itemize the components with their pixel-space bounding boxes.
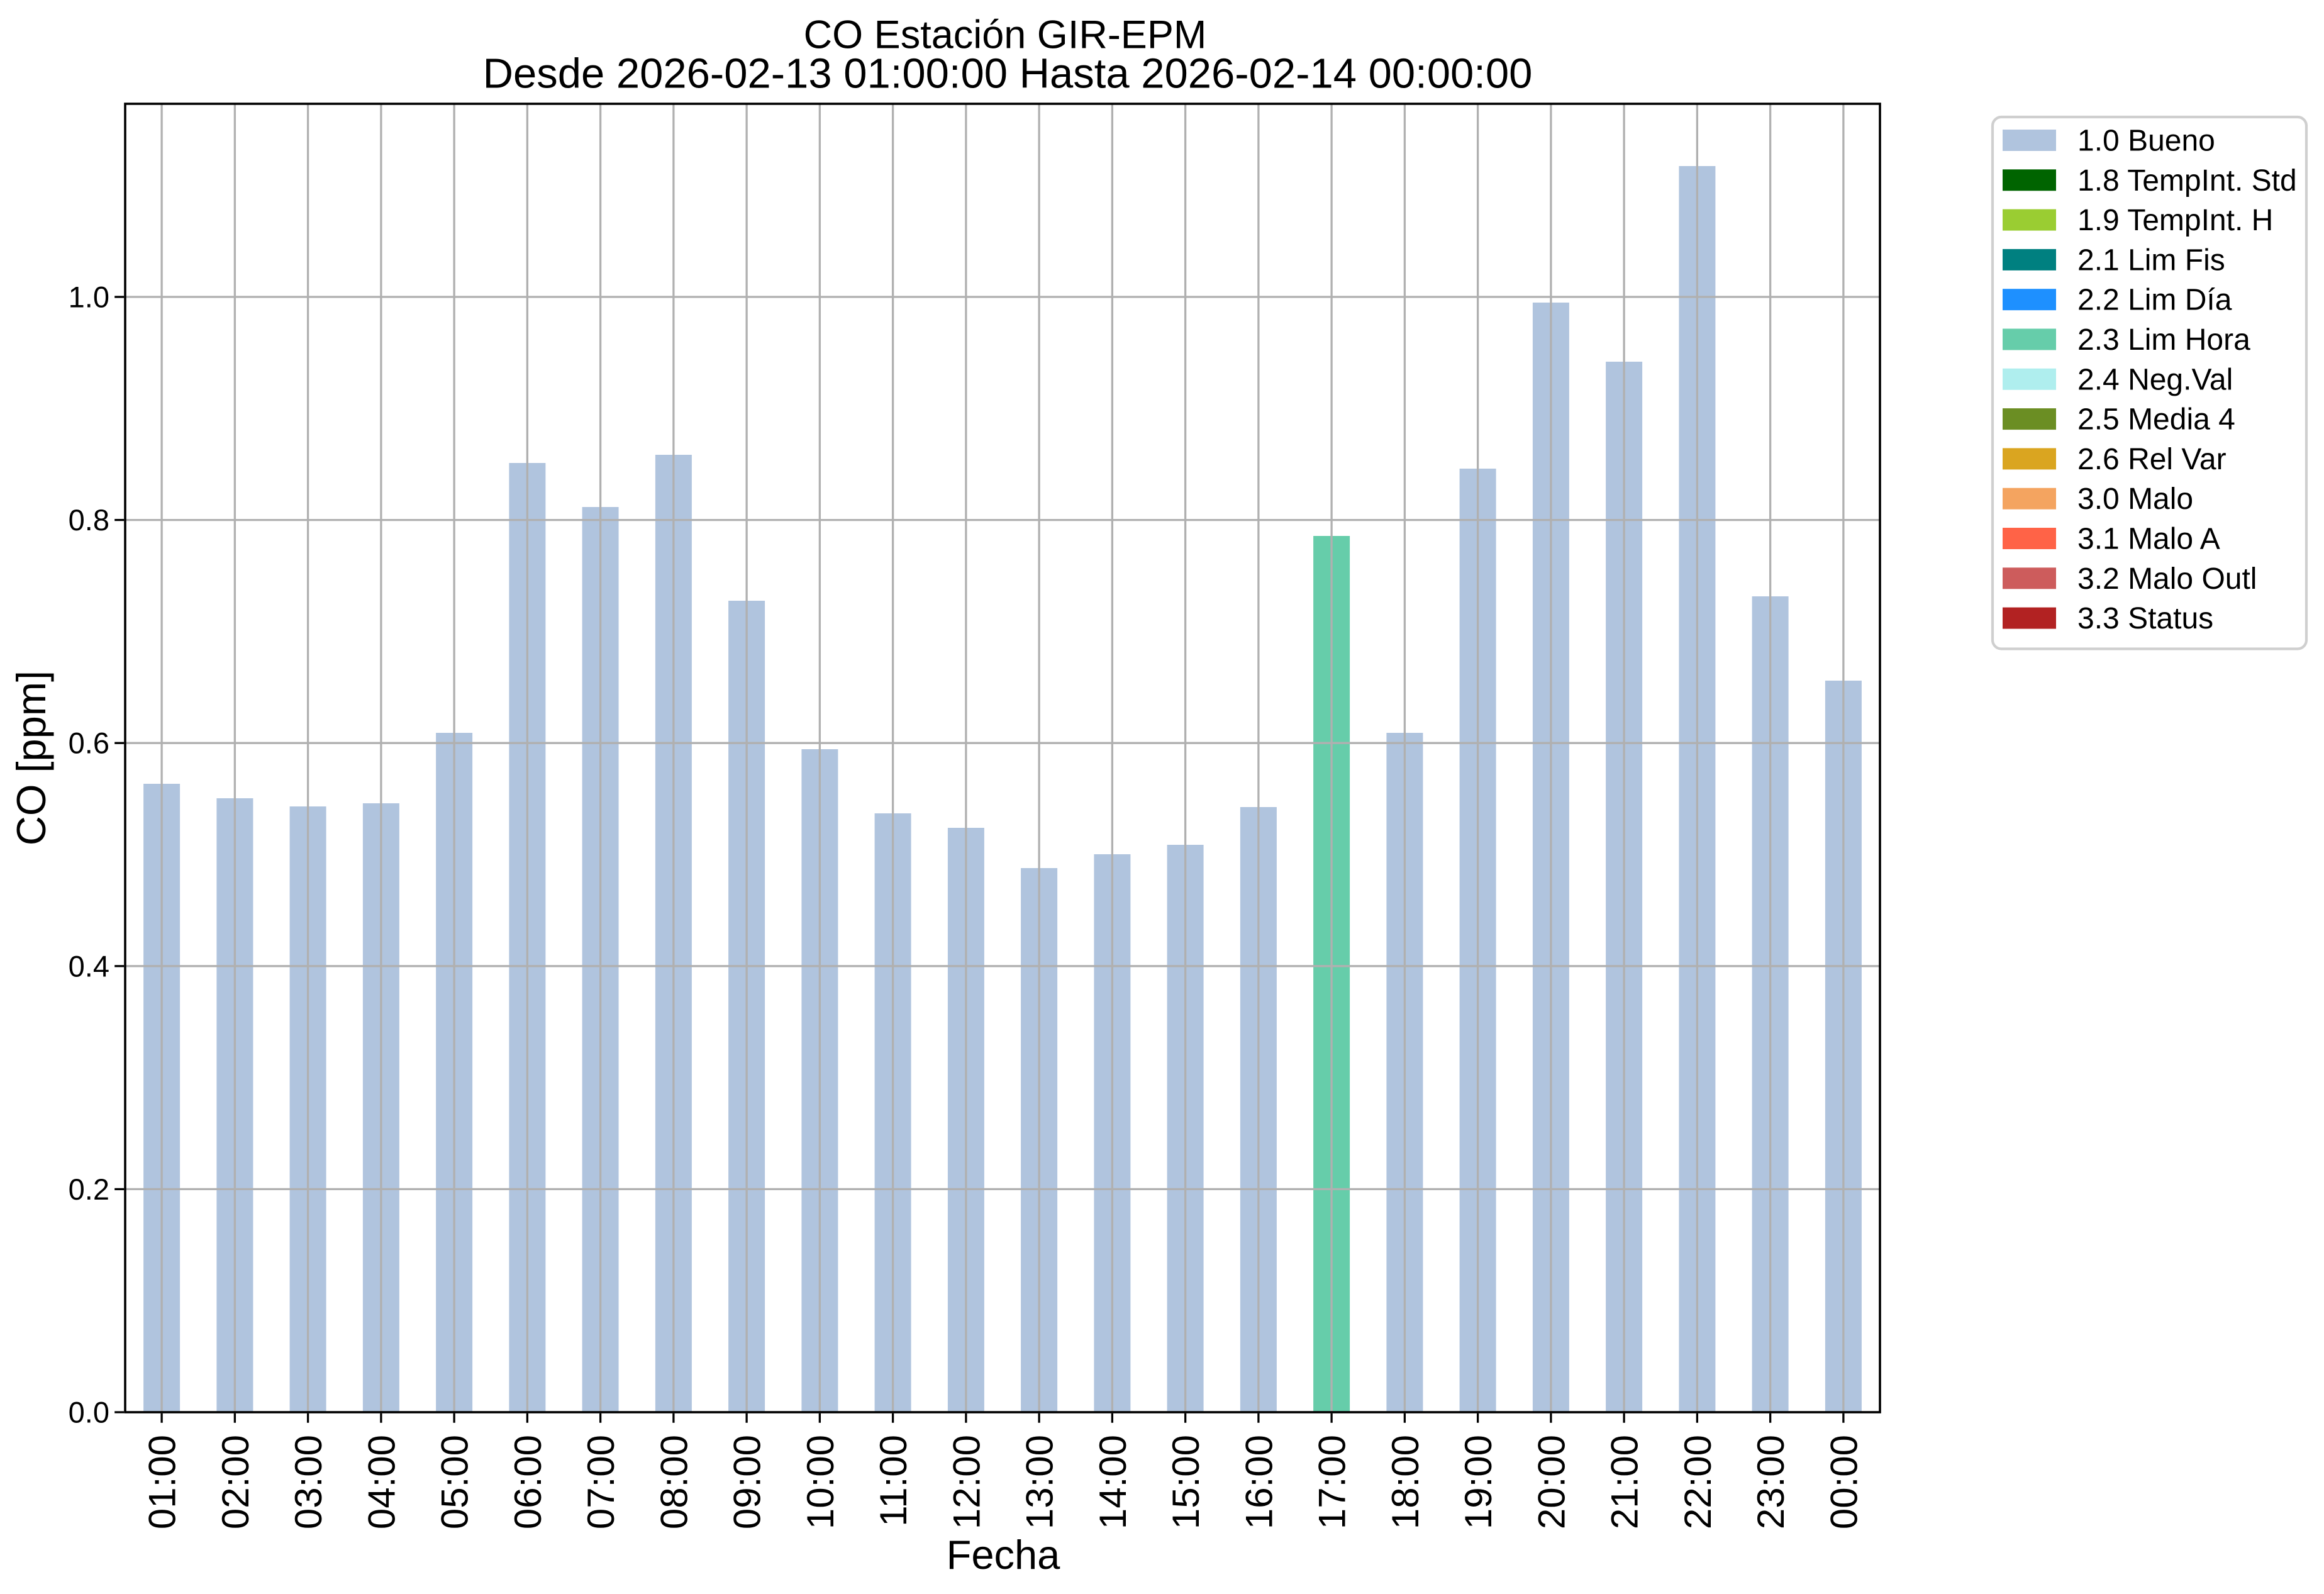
svg-text:Fecha: Fecha bbox=[947, 1532, 1061, 1578]
svg-text:3.3 Status: 3.3 Status bbox=[2077, 602, 2213, 635]
svg-text:23:00: 23:00 bbox=[1750, 1435, 1792, 1529]
svg-text:09:00: 09:00 bbox=[726, 1435, 769, 1529]
svg-text:0.4: 0.4 bbox=[69, 949, 109, 983]
svg-text:13:00: 13:00 bbox=[1019, 1435, 1061, 1529]
svg-text:0.2: 0.2 bbox=[69, 1173, 109, 1206]
svg-text:15:00: 15:00 bbox=[1165, 1435, 1207, 1529]
svg-text:0.6: 0.6 bbox=[69, 727, 109, 760]
svg-text:11:00: 11:00 bbox=[872, 1435, 915, 1527]
svg-text:18:00: 18:00 bbox=[1384, 1435, 1426, 1529]
svg-text:22:00: 22:00 bbox=[1677, 1435, 1719, 1529]
svg-text:2.2 Lim Día: 2.2 Lim Día bbox=[2077, 284, 2232, 317]
svg-text:03:00: 03:00 bbox=[287, 1435, 330, 1529]
svg-text:01:00: 01:00 bbox=[142, 1435, 184, 1529]
svg-text:16:00: 16:00 bbox=[1238, 1435, 1280, 1529]
svg-text:1.8 TempInt. Std: 1.8 TempInt. Std bbox=[2077, 164, 2297, 198]
svg-text:12:00: 12:00 bbox=[945, 1435, 987, 1529]
svg-text:1.0 Bueno: 1.0 Bueno bbox=[2077, 125, 2215, 158]
svg-text:00:00: 00:00 bbox=[1823, 1435, 1865, 1529]
svg-text:19:00: 19:00 bbox=[1457, 1435, 1499, 1529]
svg-text:10:00: 10:00 bbox=[799, 1435, 842, 1529]
svg-text:2.6 Rel Var: 2.6 Rel Var bbox=[2077, 443, 2227, 476]
svg-text:17:00: 17:00 bbox=[1311, 1435, 1354, 1529]
svg-text:05:00: 05:00 bbox=[434, 1435, 476, 1529]
svg-text:20:00: 20:00 bbox=[1530, 1435, 1572, 1529]
svg-text:3.2 Malo Outl: 3.2 Malo Outl bbox=[2077, 562, 2257, 596]
svg-text:2.3 Lim Hora: 2.3 Lim Hora bbox=[2077, 323, 2250, 357]
svg-text:1.9 TempInt. H: 1.9 TempInt. H bbox=[2077, 204, 2273, 237]
svg-text:CO Estación GIR-EPM: CO Estación GIR-EPM bbox=[804, 13, 1207, 57]
svg-text:2.4 Neg.Val: 2.4 Neg.Val bbox=[2077, 363, 2233, 396]
svg-text:Desde 2026-02-13 01:00:00 Hast: Desde 2026-02-13 01:00:00 Hasta 2026-02-… bbox=[483, 50, 1533, 97]
svg-text:0.8: 0.8 bbox=[69, 503, 109, 537]
svg-text:06:00: 06:00 bbox=[507, 1435, 549, 1529]
svg-text:08:00: 08:00 bbox=[653, 1435, 695, 1529]
svg-text:2.5 Media 4: 2.5 Media 4 bbox=[2077, 403, 2235, 437]
svg-text:CO [ppm]: CO [ppm] bbox=[8, 671, 54, 845]
svg-text:0.0: 0.0 bbox=[69, 1396, 109, 1429]
svg-text:04:00: 04:00 bbox=[360, 1435, 403, 1529]
svg-text:3.1 Malo A: 3.1 Malo A bbox=[2077, 523, 2220, 556]
svg-text:1.0: 1.0 bbox=[69, 281, 109, 314]
svg-text:21:00: 21:00 bbox=[1604, 1435, 1646, 1529]
svg-text:07:00: 07:00 bbox=[580, 1435, 622, 1529]
svg-text:14:00: 14:00 bbox=[1092, 1435, 1134, 1529]
svg-text:02:00: 02:00 bbox=[214, 1435, 257, 1529]
svg-text:2.1 Lim Fis: 2.1 Lim Fis bbox=[2077, 243, 2225, 277]
svg-text:3.0 Malo: 3.0 Malo bbox=[2077, 482, 2193, 516]
